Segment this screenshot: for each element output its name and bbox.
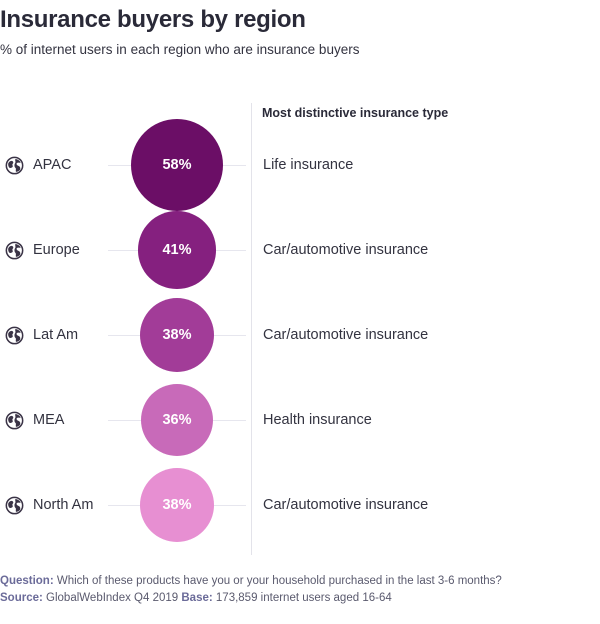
footer-source: Source: GlobalWebIndex Q4 2019 Base: 173… <box>0 592 392 604</box>
insurance-type-header: Most distinctive insurance type <box>262 106 449 120</box>
value-bubble: 38% <box>139 467 215 543</box>
globe-icon <box>5 496 24 515</box>
value-label: 36% <box>162 411 192 428</box>
chart-title: Insurance buyers by region <box>0 6 306 33</box>
value-bubble: 36% <box>140 383 214 457</box>
insurance-type-label: Life insurance <box>263 157 354 173</box>
insurance-type-label: Car/automotive insurance <box>263 242 429 258</box>
value-label: 41% <box>162 241 192 258</box>
row-apac: APAC 58% Life insurance <box>0 119 600 212</box>
question-label: Question: <box>0 575 54 587</box>
chart-subtitle: % of internet users in each region who a… <box>0 42 360 57</box>
globe-icon <box>5 156 24 175</box>
insurance-type-label: Health insurance <box>263 412 372 428</box>
source-label: Source: <box>0 592 43 604</box>
column-divider <box>251 103 252 555</box>
value-bubble: 41% <box>138 211 216 289</box>
row-europe: Europe 41% Car/automotive insurance <box>0 205 600 297</box>
globe-icon <box>5 326 24 345</box>
globe-icon <box>5 241 24 260</box>
base-text: 173,859 internet users aged 16-64 <box>215 592 392 604</box>
source-text: GlobalWebIndex Q4 2019 <box>46 592 179 604</box>
row-north-am: North Am 38% Car/automotive insurance <box>0 460 600 552</box>
insurance-type-label: Car/automotive insurance <box>263 327 429 343</box>
insurance-type-label: Car/automotive insurance <box>263 497 429 513</box>
value-bubble: 38% <box>139 297 215 373</box>
footer-question: Question: Which of these products have y… <box>0 575 502 587</box>
value-label: 58% <box>162 157 192 173</box>
region-label: Europe <box>33 242 80 258</box>
region-label: MEA <box>33 412 65 428</box>
region-label: APAC <box>33 157 72 173</box>
region-label: Lat Am <box>33 327 79 343</box>
value-label: 38% <box>162 496 192 513</box>
globe-icon <box>5 411 24 430</box>
row-mea: MEA 36% Health insurance <box>0 375 600 467</box>
question-text: Which of these products have you or your… <box>56 575 502 587</box>
value-label: 38% <box>162 326 192 343</box>
value-bubble: 58% <box>131 119 223 211</box>
base-label: Base: <box>181 592 213 604</box>
row-lat-am: Lat Am 38% Car/automotive insurance <box>0 290 600 382</box>
region-label: North Am <box>33 497 94 513</box>
